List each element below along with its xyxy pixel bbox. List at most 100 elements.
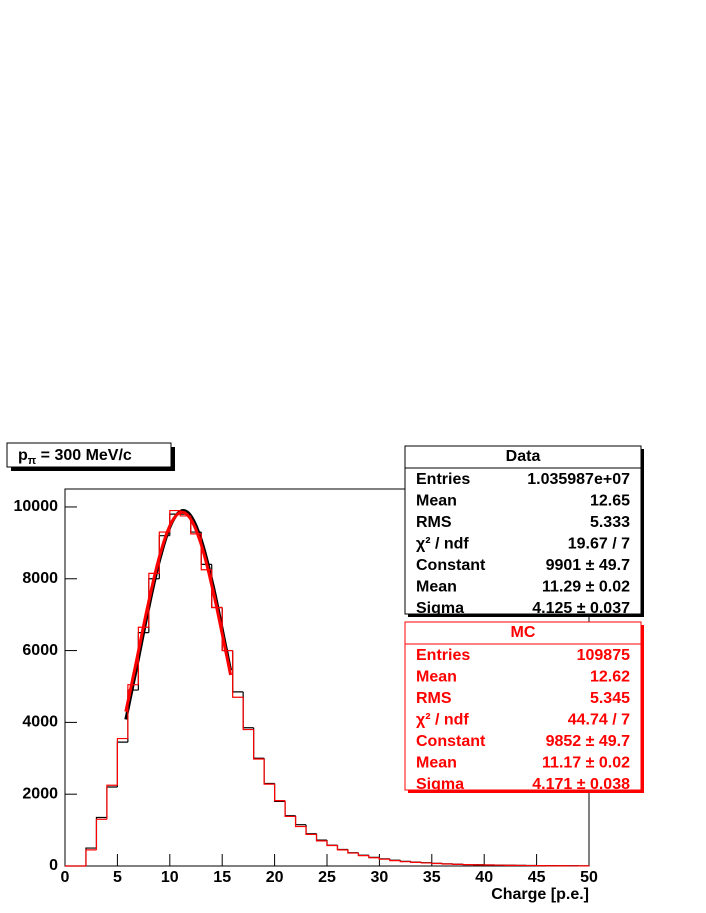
histogram-bin (221, 607, 233, 652)
x-tick-label: 25 (318, 869, 336, 886)
stat-label: Mean (416, 755, 457, 772)
stat-value: 44.74 / 7 (568, 712, 630, 729)
histogram-bin (410, 861, 422, 864)
stat-value: 1.035987e+07 (527, 471, 630, 488)
histogram-bin (294, 816, 307, 828)
histogram-bin (116, 741, 128, 788)
x-axis-label: Charge [p.e.] (491, 886, 589, 903)
y-tick-label: 8000 (22, 570, 58, 587)
x-tick-label: 40 (475, 869, 493, 886)
stat-label: RMS (416, 690, 452, 707)
x-tick-label: 35 (423, 869, 441, 886)
histogram-bin (242, 697, 254, 731)
stat-value: 4.125 ± 0.037 (532, 600, 630, 617)
histogram-bin (116, 737, 128, 786)
stat-label: Mean (416, 493, 457, 510)
chart-title: pπ = 300 MeV/c (18, 447, 132, 467)
histogram-bin (420, 862, 432, 864)
histogram-bin (315, 834, 327, 842)
stat-label: Sigma (416, 776, 464, 793)
histogram-bin (347, 849, 359, 854)
histogram-bin (315, 833, 327, 841)
stat-label: Entries (416, 647, 470, 664)
histogram-bin (85, 847, 97, 866)
stat-box (404, 445, 642, 615)
x-tick-label: 50 (580, 869, 598, 886)
histogram-bin (274, 783, 286, 802)
histogram-bin (399, 860, 411, 863)
x-tick-label: 10 (161, 869, 179, 886)
stat-value: 12.62 (590, 669, 630, 686)
histogram-bin (368, 855, 380, 859)
title-main: p (18, 447, 28, 464)
histogram-bin (242, 691, 254, 729)
x-tick-label: 15 (213, 869, 231, 886)
histogram-bin (326, 840, 338, 847)
stat-value: 11.29 ± 0.02 (542, 579, 630, 596)
histogram-bin (441, 863, 453, 865)
histogram-bin (232, 650, 244, 698)
histogram-bin (294, 815, 307, 826)
histogram-bin (305, 826, 317, 836)
histogram-bin (253, 729, 265, 760)
stat-label: χ² / ndf (416, 536, 469, 553)
title-rest: = 300 MeV/c (36, 447, 132, 464)
title-box (6, 442, 172, 468)
stat-label: Constant (416, 557, 486, 574)
histogram-bin (357, 853, 369, 857)
histogram-bin (347, 849, 359, 854)
stat-value: 12.65 (590, 493, 630, 510)
histogram-bin (274, 784, 286, 802)
histogram-bin (85, 849, 97, 866)
histogram-bin (284, 801, 296, 817)
histogram-bin (137, 626, 149, 685)
stat-label: Constant (416, 733, 486, 750)
y-tick-label: 4000 (22, 714, 58, 731)
y-tick-label: 10000 (14, 498, 59, 515)
x-tick-label: 0 (61, 869, 70, 886)
stat-value: 11.17 ± 0.02 (542, 755, 630, 772)
histogram-bin (326, 840, 338, 846)
stat-label: Entries (416, 471, 470, 488)
fit-curve (124, 508, 233, 720)
histogram-bin (431, 862, 443, 865)
x-tick-label: 5 (113, 869, 122, 886)
x-tick-label: 30 (371, 869, 389, 886)
stat-box-title: MC (511, 624, 536, 641)
histogram-bin (95, 818, 107, 850)
histogram-bin (357, 852, 369, 856)
stat-label: Sigma (416, 600, 464, 617)
histogram-bin (232, 650, 244, 693)
stat-value: 19.67 / 7 (568, 536, 630, 553)
stat-label: Mean (416, 579, 457, 596)
histogram-bin (336, 845, 348, 851)
histogram-bin (263, 758, 275, 785)
histogram-bin (368, 855, 380, 858)
histogram-bin (389, 859, 401, 862)
x-tick-label: 45 (528, 869, 546, 886)
y-tick-label: 2000 (22, 785, 58, 802)
histogram-bin (95, 816, 107, 849)
stat-value: 9852 ± 49.7 (546, 733, 631, 750)
stat-label: χ² / ndf (416, 712, 469, 729)
stat-box (404, 621, 642, 791)
y-tick-label: 6000 (22, 642, 58, 659)
histogram-bin (378, 857, 390, 860)
fit-curve (124, 510, 233, 712)
histogram-bin (263, 759, 275, 785)
histogram-bin (253, 727, 265, 759)
y-tick-label: 0 (49, 857, 58, 874)
stat-box-title: Data (506, 448, 541, 465)
stat-value: 9901 ± 49.7 (546, 557, 631, 574)
title-sub: π (28, 455, 37, 467)
histogram-bin (106, 786, 118, 818)
stat-label: RMS (416, 514, 452, 531)
stat-label: Mean (416, 669, 457, 686)
histogram-bin (336, 845, 348, 851)
histogram-bin (284, 800, 296, 818)
stat-value: 4.171 ± 0.038 (532, 776, 630, 793)
histogram-bin (106, 784, 118, 820)
histogram-bin (305, 824, 317, 835)
stat-value: 109875 (577, 647, 630, 664)
